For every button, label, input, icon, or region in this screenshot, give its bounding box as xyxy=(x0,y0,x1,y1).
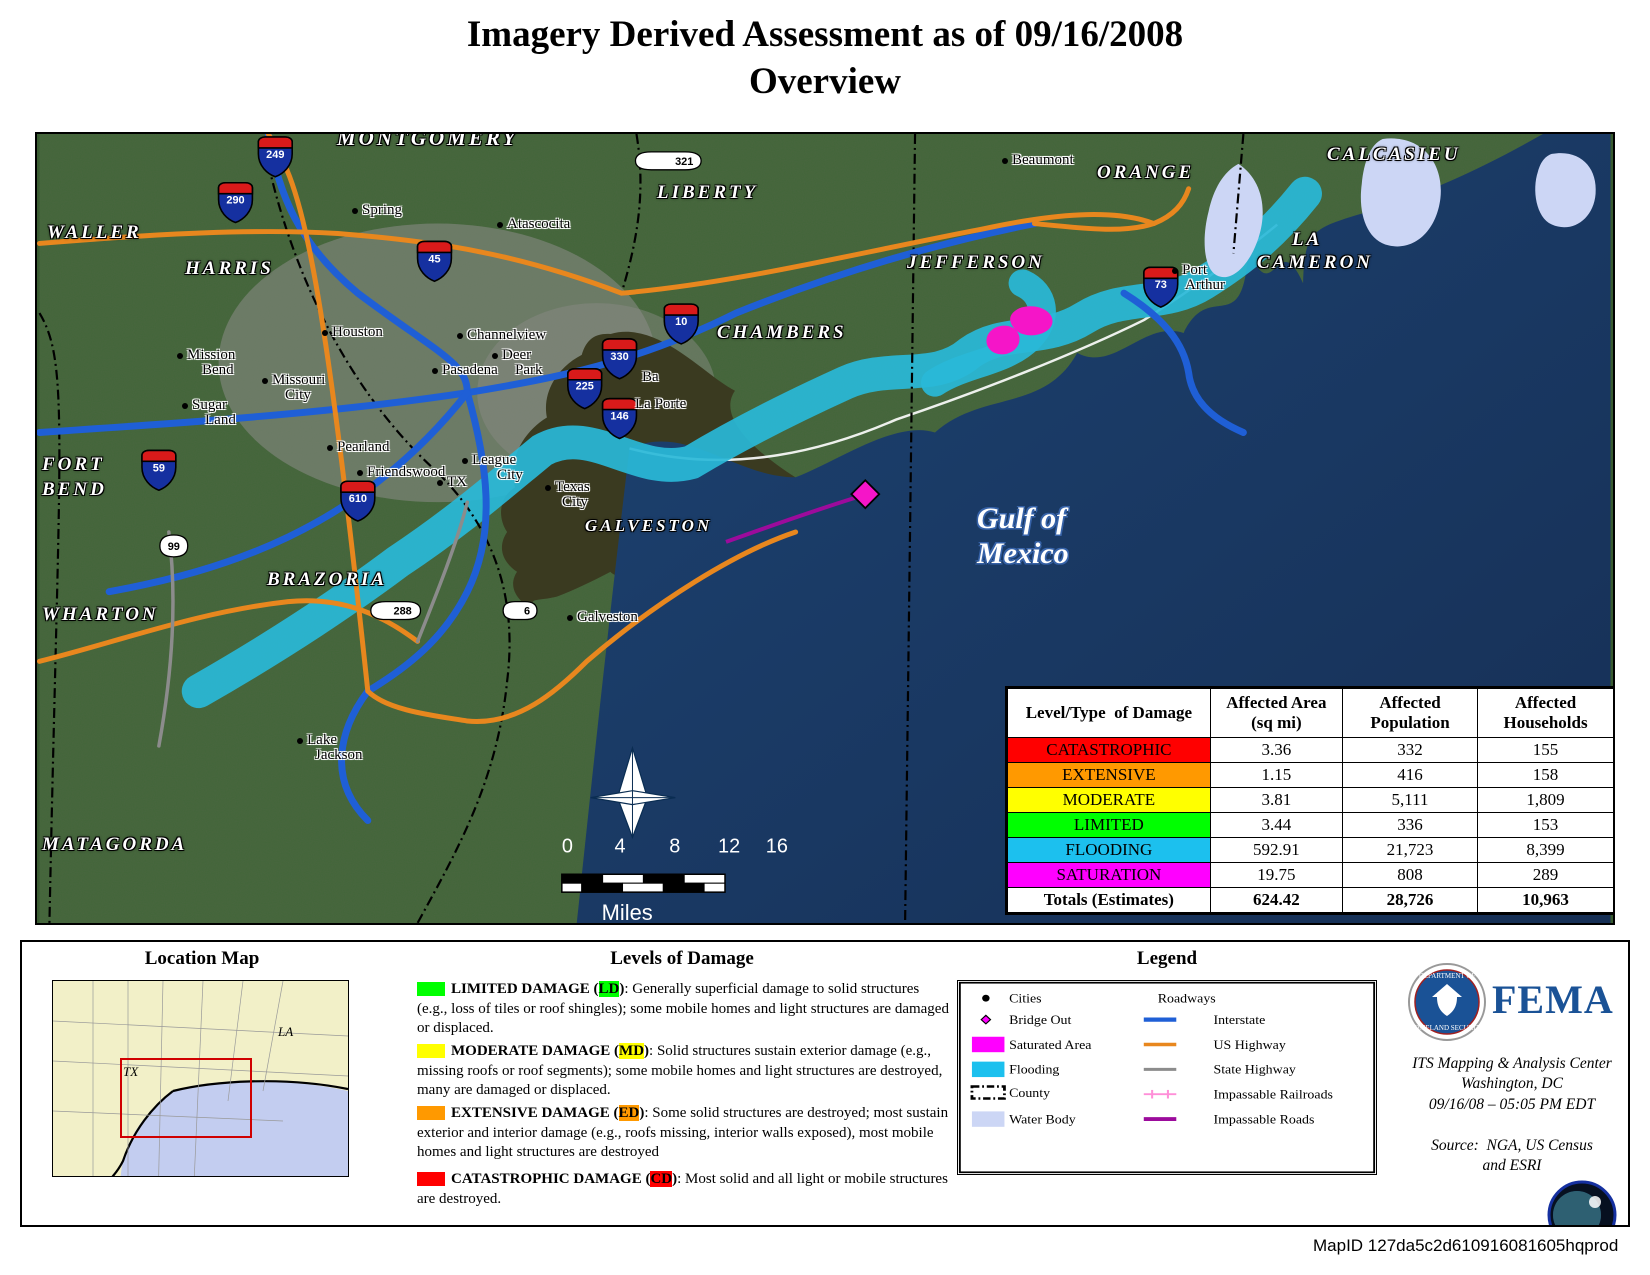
svg-text:Saturated Area: Saturated Area xyxy=(1009,1037,1091,1051)
svg-text:Water Body: Water Body xyxy=(1009,1112,1076,1126)
svg-text:Cities: Cities xyxy=(1009,991,1042,1005)
svg-text:County: County xyxy=(1009,1085,1050,1099)
svg-text:LA: LA xyxy=(277,1024,293,1039)
svg-text:Impassable Roads: Impassable Roads xyxy=(1213,1112,1314,1126)
svg-text:HOMELAND SECURITY: HOMELAND SECURITY xyxy=(1409,1024,1485,1032)
svg-text:Impassable Railroads: Impassable Railroads xyxy=(1213,1087,1333,1101)
svg-text:US Highway: US Highway xyxy=(1213,1037,1286,1051)
svg-text:Interstate: Interstate xyxy=(1213,1012,1265,1026)
svg-text:TX: TX xyxy=(123,1064,139,1079)
svg-text:Bridge Out: Bridge Out xyxy=(1009,1012,1072,1026)
svg-text:Flooding: Flooding xyxy=(1009,1062,1060,1076)
svg-text:State Highway: State Highway xyxy=(1213,1062,1296,1076)
svg-text:DEPARTMENT OF: DEPARTMENT OF xyxy=(1419,972,1476,980)
svg-text:Roadways: Roadways xyxy=(1158,991,1216,1005)
